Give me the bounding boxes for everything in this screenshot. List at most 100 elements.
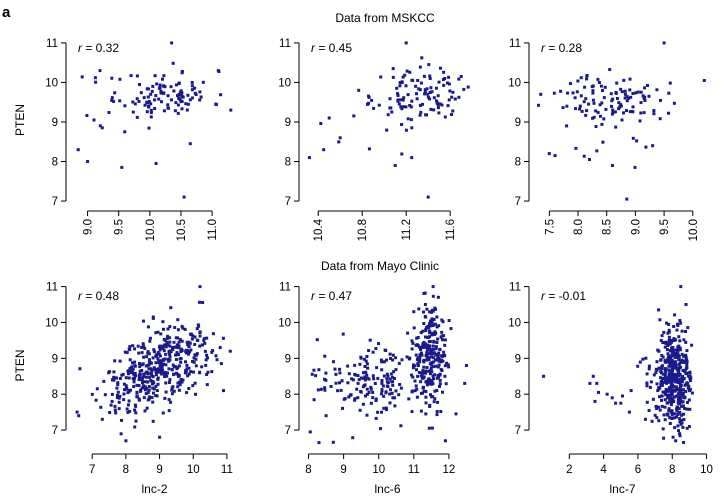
data-point: [229, 108, 233, 112]
data-point: [146, 325, 150, 329]
data-point: [135, 391, 139, 395]
data-point: [162, 327, 165, 331]
data-point: [672, 364, 676, 368]
data-point: [680, 352, 684, 356]
data-point: [110, 399, 114, 403]
data-point: [116, 383, 120, 386]
data-point: [430, 310, 433, 314]
data-point: [451, 90, 455, 94]
data-point: [127, 390, 131, 394]
data-point: [647, 409, 651, 412]
data-point: [443, 364, 447, 368]
data-point: [158, 83, 162, 87]
data-point: [419, 110, 423, 114]
data-point: [633, 165, 637, 169]
data-point: [578, 107, 582, 111]
data-point: [142, 372, 146, 376]
data-point: [411, 366, 415, 370]
data-point: [383, 360, 386, 364]
data-point: [376, 410, 380, 414]
data-point: [359, 376, 363, 380]
data-point: [435, 315, 439, 319]
data-point: [457, 77, 461, 81]
data-point: [416, 343, 420, 347]
data-point: [682, 441, 685, 444]
data-point: [427, 340, 431, 344]
data-point: [85, 114, 89, 117]
data-point: [657, 308, 661, 312]
y-tick-label: 10: [508, 77, 521, 89]
data-point: [438, 347, 442, 351]
y-tick-label: 8: [515, 389, 521, 401]
data-point: [361, 385, 365, 389]
data-point: [621, 394, 624, 398]
data-point: [161, 77, 164, 81]
data-point: [187, 345, 191, 349]
data-point: [667, 335, 671, 339]
data-point: [678, 411, 682, 414]
data-point: [583, 85, 587, 89]
data-point: [425, 113, 428, 117]
data-point: [161, 368, 165, 372]
data-point: [684, 355, 688, 359]
data-point: [179, 360, 183, 364]
data-point: [414, 384, 418, 388]
data-point: [430, 90, 434, 94]
data-point: [397, 361, 401, 365]
data-point: [428, 91, 432, 94]
data-point: [141, 342, 145, 346]
data-point: [191, 360, 194, 363]
data-point: [688, 379, 692, 383]
data-point: [681, 394, 685, 398]
data-point: [580, 109, 584, 113]
data-point: [424, 390, 428, 393]
data-point: [141, 381, 144, 385]
data-point: [684, 390, 688, 393]
data-point: [123, 388, 126, 392]
data-point: [678, 417, 682, 421]
data-point: [198, 285, 202, 289]
data-point: [149, 108, 153, 112]
y-tick-label: 9: [52, 353, 58, 365]
data-point: [102, 379, 106, 383]
data-point: [681, 400, 685, 404]
data-point: [655, 382, 659, 386]
data-point: [609, 92, 613, 96]
data-point: [433, 373, 437, 377]
data-point: [137, 351, 141, 355]
x-tick-label: 9.5: [114, 219, 126, 235]
data-point: [332, 360, 335, 364]
data-point: [149, 102, 153, 106]
data-point: [652, 112, 656, 116]
data-point: [404, 41, 408, 45]
data-point: [139, 91, 143, 95]
data-point: [338, 371, 342, 375]
data-point: [214, 103, 218, 107]
data-point: [426, 343, 430, 347]
data-point: [154, 331, 158, 335]
data-point: [380, 360, 384, 364]
data-point: [116, 381, 120, 385]
data-point: [685, 349, 689, 353]
data-point: [117, 396, 121, 400]
data-point: [187, 340, 191, 344]
data-point: [422, 74, 426, 78]
data-point: [667, 393, 671, 397]
data-point: [671, 435, 675, 439]
data-point: [317, 368, 321, 372]
data-point: [445, 361, 449, 365]
data-point: [459, 75, 463, 78]
data-point: [669, 410, 673, 414]
data-point: [681, 360, 685, 364]
x-tick-label: 7: [89, 464, 95, 476]
data-point: [158, 348, 162, 352]
data-point: [358, 362, 362, 366]
data-point: [395, 86, 399, 90]
data-point: [585, 109, 589, 113]
data-point: [192, 370, 195, 374]
data-point: [670, 417, 674, 420]
data-point: [575, 90, 579, 94]
data-point: [649, 380, 653, 384]
data-point: [333, 367, 337, 371]
data-point: [125, 351, 129, 354]
